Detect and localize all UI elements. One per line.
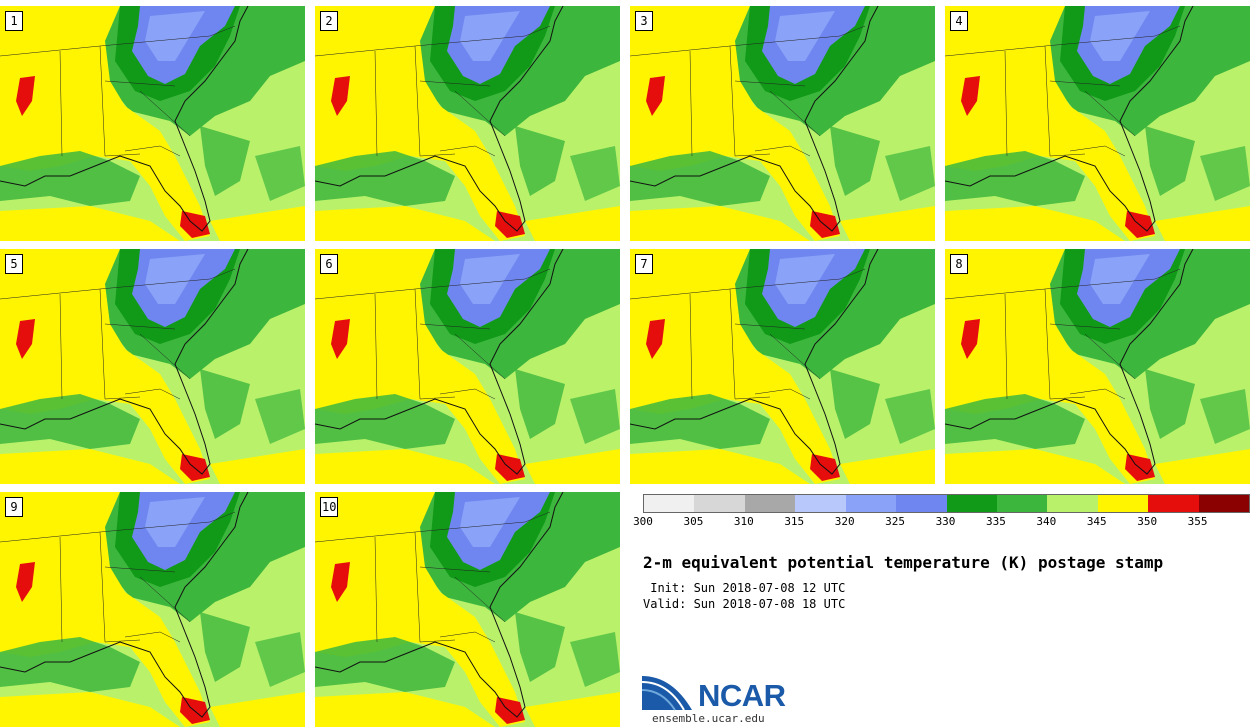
colorbar-tick-label: 310 [733,515,754,528]
map-image [315,6,620,241]
stamp-1: 1 [0,6,305,241]
map-image [630,6,935,241]
stamp-7: 7 [630,249,935,484]
stamp-label: 4 [950,11,968,31]
stamp-9: 9 [0,492,305,727]
colorbar-tick-label: 345 [1086,515,1107,528]
stamp-label: 6 [320,254,338,274]
ncar-logo [642,676,692,711]
colorbar-tick-label: 300 [633,515,653,528]
colorbar-tick-label: 325 [885,515,906,528]
colorbar-tick-label: 355 [1187,515,1208,528]
stamp-label: 2 [320,11,338,31]
colorbar-tick-label: 350 [1137,515,1158,528]
stamp-2: 2 [315,6,620,241]
colorbar-tick-label: 330 [935,515,956,528]
colorbar-segment [694,495,745,512]
colorbar-segment [1148,495,1199,512]
colorbar-segment [644,495,695,512]
stamp-4: 4 [945,6,1250,241]
colorbar-segment [744,495,796,512]
colorbar-segment [1047,495,1098,512]
map-image [315,492,620,727]
map-image [315,249,620,484]
colorbar-segment [795,495,846,512]
stamp-label: 1 [5,11,23,31]
figure-title: 2-m equivalent potential temperature (K)… [643,553,1164,572]
map-image [0,492,305,727]
map-image [0,6,305,241]
colorbar-tick-label: 340 [1036,515,1057,528]
stamp-6: 6 [315,249,620,484]
stamp-label: 7 [635,254,653,274]
stamp-5: 5 [0,249,305,484]
stamp-8: 8 [945,249,1250,484]
logo-text: NCAR [698,678,786,713]
colorbar-segment [946,495,997,512]
colorbar-segment [896,495,947,512]
stamp-label: 3 [635,11,653,31]
valid-time: Valid: Sun 2018-07-08 18 UTC [643,597,846,611]
stamp-label: 5 [5,254,23,274]
colorbar-segment [1097,495,1149,512]
colorbar-segment [1198,495,1250,512]
map-image [0,249,305,484]
colorbar [643,494,1250,513]
map-image [630,249,935,484]
site-url: ensemble.ucar.edu [652,712,765,725]
stamp-3: 3 [630,6,935,241]
map-image [945,6,1250,241]
stamp-label: 9 [5,497,23,517]
colorbar-tick-label: 335 [985,515,1006,528]
colorbar-tick-label: 305 [683,515,704,528]
colorbar-tick-label: 315 [784,515,805,528]
map-image [945,249,1250,484]
init-time: Init: Sun 2018-07-08 12 UTC [643,581,846,595]
stamp-label: 8 [950,254,968,274]
colorbar-tick-label: 320 [834,515,855,528]
colorbar-segment [996,495,1048,512]
colorbar-segment [845,495,897,512]
stamp-10: 10 [315,492,620,727]
stamp-label: 10 [320,497,339,517]
